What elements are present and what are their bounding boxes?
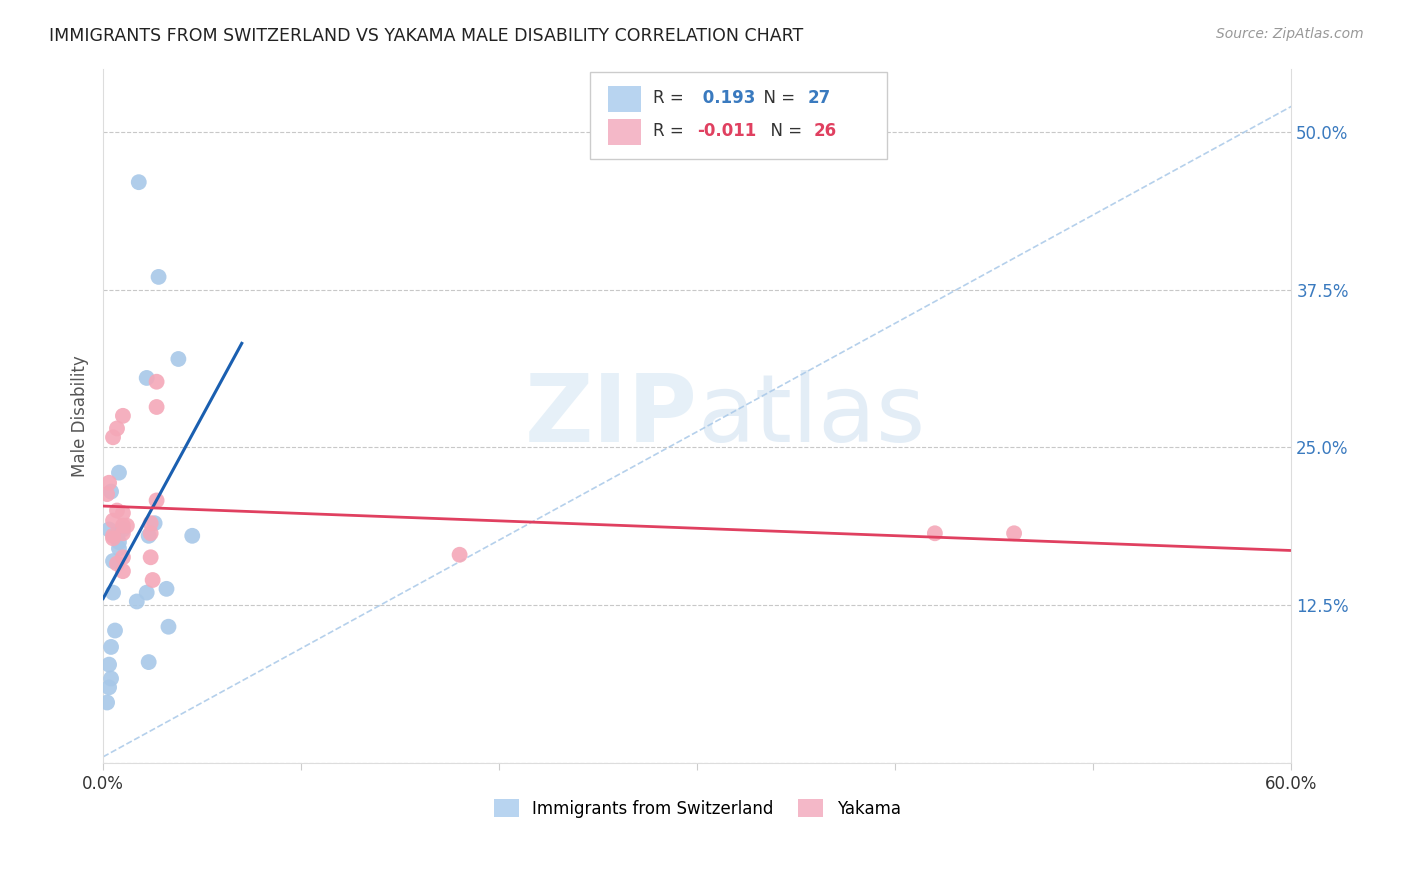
Point — [138, 655, 160, 669]
Point — [138, 529, 160, 543]
Point — [167, 351, 190, 366]
Point — [96, 487, 118, 501]
Point — [104, 624, 127, 638]
Point — [145, 493, 167, 508]
Text: -0.011: -0.011 — [697, 122, 756, 140]
Point — [100, 640, 122, 654]
Point — [111, 550, 134, 565]
Point — [135, 585, 157, 599]
Point — [111, 518, 134, 533]
Point — [101, 430, 124, 444]
Bar — [609, 119, 641, 145]
Point — [105, 557, 128, 571]
Point — [101, 514, 124, 528]
Point — [111, 526, 134, 541]
Point — [96, 696, 118, 710]
Point — [145, 400, 167, 414]
FancyBboxPatch shape — [591, 72, 887, 159]
Point — [105, 529, 128, 543]
Point — [101, 554, 124, 568]
Bar — [609, 86, 641, 112]
Text: N =: N = — [761, 122, 807, 140]
Point — [101, 585, 124, 599]
Point — [135, 371, 157, 385]
Text: R =: R = — [654, 122, 689, 140]
Y-axis label: Male Disability: Male Disability — [72, 355, 89, 476]
Text: 26: 26 — [814, 122, 837, 140]
Point — [139, 516, 162, 531]
Point — [143, 516, 166, 531]
Text: Source: ZipAtlas.com: Source: ZipAtlas.com — [1216, 27, 1364, 41]
Point — [181, 529, 204, 543]
Point — [100, 484, 122, 499]
Text: ZIP: ZIP — [524, 370, 697, 462]
Point — [125, 594, 148, 608]
Point — [449, 548, 471, 562]
Point — [111, 564, 134, 578]
Point — [128, 175, 150, 189]
Point — [1002, 526, 1025, 541]
Point — [98, 475, 121, 490]
Point — [101, 532, 124, 546]
Point — [98, 523, 121, 537]
Point — [924, 526, 946, 541]
Point — [98, 681, 121, 695]
Point — [111, 523, 134, 537]
Point — [111, 409, 134, 423]
Text: 27: 27 — [807, 89, 831, 107]
Text: N =: N = — [754, 89, 800, 107]
Point — [142, 573, 165, 587]
Text: R =: R = — [654, 89, 689, 107]
Legend: Immigrants from Switzerland, Yakama: Immigrants from Switzerland, Yakama — [486, 792, 907, 824]
Text: 0.193: 0.193 — [697, 89, 755, 107]
Point — [108, 541, 131, 556]
Point — [139, 526, 162, 541]
Point — [98, 657, 121, 672]
Point — [139, 550, 162, 565]
Point — [108, 535, 131, 549]
Point — [145, 375, 167, 389]
Point — [101, 529, 124, 543]
Point — [105, 503, 128, 517]
Point — [148, 269, 170, 284]
Text: IMMIGRANTS FROM SWITZERLAND VS YAKAMA MALE DISABILITY CORRELATION CHART: IMMIGRANTS FROM SWITZERLAND VS YAKAMA MA… — [49, 27, 803, 45]
Point — [155, 582, 177, 596]
Text: atlas: atlas — [697, 370, 925, 462]
Point — [108, 466, 131, 480]
Point — [100, 672, 122, 686]
Point — [105, 421, 128, 435]
Point — [157, 620, 180, 634]
Point — [115, 518, 138, 533]
Point — [111, 506, 134, 520]
